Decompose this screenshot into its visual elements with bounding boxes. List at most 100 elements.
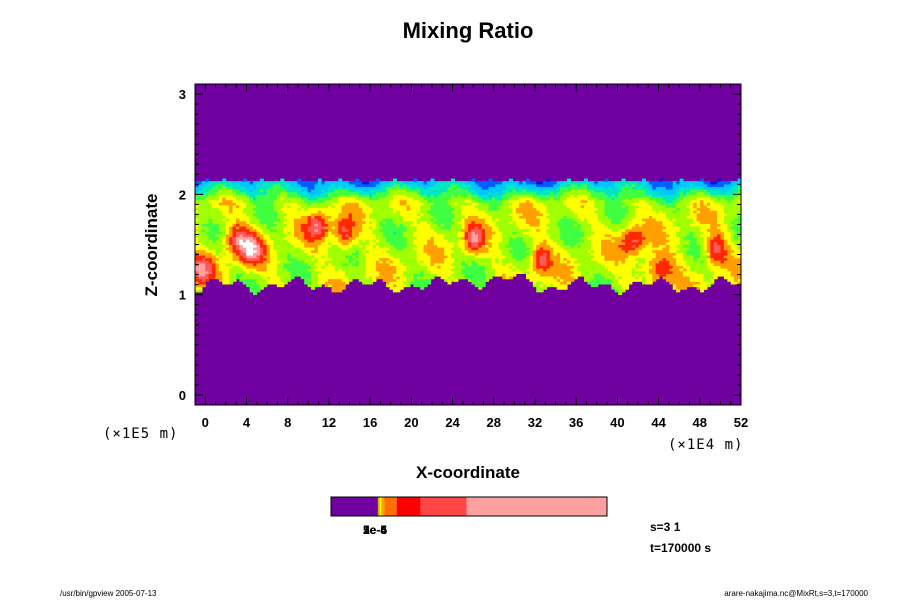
field-cell: [386, 183, 391, 188]
field-cell: [532, 281, 537, 285]
field-cell: [246, 265, 251, 269]
field-cell: [457, 191, 462, 195]
field-cell: [266, 262, 271, 267]
field-cell: [450, 183, 455, 188]
field-cell: [328, 244, 333, 248]
field-cell: [573, 210, 578, 214]
field-cell: [536, 262, 541, 267]
field-cell: [468, 228, 473, 232]
field-cell: [601, 212, 606, 217]
field-cell: [570, 252, 575, 256]
field-cell: [515, 220, 520, 224]
field-cell: [601, 275, 606, 280]
field-cell: [307, 275, 312, 280]
field-cell: [553, 254, 558, 259]
field-cell: [416, 202, 421, 206]
field-cell: [590, 225, 595, 230]
field-cell: [624, 194, 629, 198]
field-cell: [505, 252, 510, 256]
field-cell: [345, 265, 350, 269]
field-cell: [481, 202, 486, 206]
field-cell: [345, 228, 350, 232]
field-cell: [253, 244, 258, 248]
field-cell: [375, 181, 380, 185]
field-cell: [304, 249, 309, 253]
field-cell: [208, 233, 213, 238]
field-cell: [526, 239, 531, 243]
field-cell: [253, 262, 258, 267]
field-cell: [304, 262, 309, 267]
field-cell: [331, 210, 336, 214]
field-cell: [532, 268, 537, 272]
field-cell: [430, 220, 435, 224]
field-cell: [403, 207, 408, 211]
field-cell: [461, 260, 466, 264]
field-cell: [584, 225, 589, 230]
field-cell: [464, 191, 469, 195]
field-cell: [399, 254, 404, 259]
field-cell: [580, 186, 585, 190]
field-cell: [365, 241, 370, 245]
field-cell: [300, 191, 305, 195]
field-cell: [293, 241, 298, 245]
field-cell: [611, 262, 616, 267]
field-cell: [348, 244, 353, 248]
field-cell: [529, 191, 534, 195]
field-cell: [300, 275, 305, 280]
field-cell: [338, 218, 343, 222]
field-cell: [433, 257, 438, 261]
field-cell: [355, 212, 360, 217]
field-cell: [546, 257, 551, 261]
field-cell: [587, 265, 592, 269]
field-cell: [304, 215, 309, 219]
field-cell: [253, 281, 258, 285]
field-cell: [539, 207, 544, 211]
field-cell: [502, 210, 507, 214]
field-cell: [621, 278, 626, 282]
field-cell: [508, 254, 513, 259]
field-cell: [249, 252, 254, 256]
field-cell: [263, 191, 268, 195]
field-cell: [198, 286, 203, 290]
field-cell: [474, 260, 479, 264]
field-cell: [604, 257, 609, 261]
field-cell: [276, 194, 281, 198]
field-cell: [560, 215, 565, 219]
field-cell: [331, 239, 336, 243]
field-cell: [406, 202, 411, 206]
field-cell: [225, 204, 230, 209]
field-cell: [444, 244, 449, 248]
field-cell: [485, 220, 490, 224]
field-cell: [358, 194, 363, 198]
field-cell: [253, 189, 258, 193]
field-cell: [276, 231, 281, 235]
field-cell: [611, 283, 616, 288]
field-cell: [519, 212, 524, 217]
field-cell: [304, 247, 309, 251]
field-cell: [505, 262, 510, 267]
field-cell: [532, 223, 537, 227]
field-cell: [594, 194, 599, 198]
field-cell: [624, 210, 629, 214]
field-cell: [215, 228, 220, 232]
field-cell: [485, 278, 490, 282]
field-cell: [430, 204, 435, 209]
field-cell: [618, 225, 623, 230]
field-cell: [587, 218, 592, 222]
field-cell: [212, 207, 217, 211]
field-cell: [283, 252, 288, 256]
field-cell: [321, 210, 326, 214]
field-cell: [300, 186, 305, 190]
field-cell: [341, 225, 346, 230]
field-cell: [249, 204, 254, 209]
field-cell: [607, 189, 612, 193]
field-cell: [328, 241, 333, 245]
field-cell: [611, 225, 616, 230]
field-cell: [485, 244, 490, 248]
field-cell: [273, 273, 278, 277]
field-cell: [601, 268, 606, 272]
field-cell: [604, 218, 609, 222]
field-cell: [201, 283, 206, 288]
field-cell: [253, 207, 258, 211]
field-cell: [334, 189, 339, 193]
